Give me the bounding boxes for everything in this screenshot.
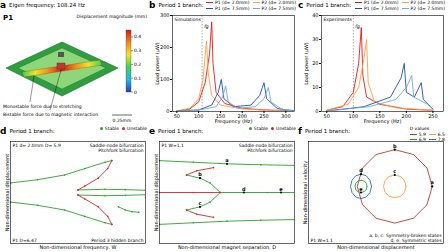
svg-text:Pitchfork bifurcation: Pitchfork bifurcation xyxy=(247,148,292,153)
svg-text:300: 300 xyxy=(160,12,170,18)
svg-text:250: 250 xyxy=(259,113,269,119)
svg-text:50: 50 xyxy=(324,113,330,119)
svg-text:Frequency (Hz): Frequency (Hz) xyxy=(364,118,402,125)
svg-text:150: 150 xyxy=(375,113,385,120)
svg-text:Non-dimensional displacement: Non-dimensional displacement xyxy=(337,244,414,251)
svg-text:Displacement magnitude (mm): Displacement magnitude (mm) xyxy=(77,14,148,19)
html-text:Unstable: Unstable xyxy=(127,126,147,131)
svg-text:250: 250 xyxy=(428,113,438,119)
html-text:f Period 1 branch:: f Period 1 branch: xyxy=(298,126,350,136)
svg-text:100: 100 xyxy=(349,113,359,119)
svg-text:Non-dimensional frequency, W: Non-dimensional frequency, W xyxy=(40,244,117,251)
svg-text:Saddle-node bifurcation: Saddle-node bifurcation xyxy=(238,142,293,148)
html-text:Stable: Stable xyxy=(104,126,120,131)
svg-text:P1: P1 xyxy=(3,14,13,22)
svg-text:300: 300 xyxy=(281,113,291,119)
html-text:5.9: 5.9 xyxy=(418,131,426,137)
html-text:Stable: Stable xyxy=(253,126,269,131)
svg-text:Saddle-node bifurcation: Saddle-node bifurcation xyxy=(89,142,144,148)
svg-text:0: 0 xyxy=(134,90,137,95)
svg-text:200: 200 xyxy=(402,113,412,119)
svg-text:P1 D=6.47: P1 D=6.47 xyxy=(13,238,37,243)
html-text:P2 (d= 2.0mm): P2 (d= 2.0mm) xyxy=(410,0,445,5)
svg-text:Load power (μW): Load power (μW) xyxy=(303,42,310,85)
svg-text:30: 30 xyxy=(312,36,318,42)
svg-text:d: d xyxy=(242,186,246,192)
svg-text:50: 50 xyxy=(174,113,180,119)
html-text:P1 (d= 7.5mm): P1 (d= 7.5mm) xyxy=(215,5,250,11)
svg-text:b: b xyxy=(393,143,397,149)
svg-text:d: d xyxy=(359,167,363,173)
html-text:P1 (d= 2.0mm): P1 (d= 2.0mm) xyxy=(215,0,250,5)
svg-text:Non-dimensional displacement: Non-dimensional displacement xyxy=(4,154,11,231)
svg-text:e: e xyxy=(359,186,363,192)
html-text:Unstable: Unstable xyxy=(276,126,296,131)
svg-text:150: 150 xyxy=(215,113,226,120)
svg-text:0.2: 0.2 xyxy=(134,62,141,67)
svg-text:0: 0 xyxy=(166,108,169,114)
svg-text:Non-dimensional displacement: Non-dimensional displacement xyxy=(153,154,160,231)
html-text:P2 (d= 7.5mm): P2 (d= 7.5mm) xyxy=(410,5,445,11)
svg-text:a: a xyxy=(225,157,228,163)
svg-text:c: c xyxy=(199,200,202,206)
html-text:D values:: D values: xyxy=(409,126,431,131)
html-text:P1 (d= 2.0mm): P1 (d= 2.0mm) xyxy=(364,0,399,5)
svg-text:40: 40 xyxy=(312,12,318,18)
svg-text:Bistable force due to magnetic: Bistable force due to magnetic interacti… xyxy=(3,112,98,117)
svg-text:20: 20 xyxy=(312,60,318,66)
svg-text:fg: fg xyxy=(355,24,360,29)
svg-text:Monostable force due to stretc: Monostable force due to stretching xyxy=(3,104,82,109)
svg-text:Simulations: Simulations xyxy=(175,17,202,22)
svg-text:0.25mm: 0.25mm xyxy=(113,118,132,123)
svg-text:0: 0 xyxy=(315,108,318,114)
html-text:b Period 1 branch:: b Period 1 branch: xyxy=(149,0,204,10)
html-text:d Period 1 branch:: d Period 1 branch: xyxy=(0,126,55,136)
html-text:P2 (d= 7.5mm): P2 (d= 7.5mm) xyxy=(261,5,296,11)
svg-text:P1 W=1.1: P1 W=1.1 xyxy=(162,143,185,148)
svg-text:100: 100 xyxy=(194,113,204,119)
svg-text:a: a xyxy=(431,179,434,185)
svg-text:c: c xyxy=(393,168,396,174)
svg-text:10: 10 xyxy=(312,84,318,90)
svg-text:0.4: 0.4 xyxy=(134,34,141,39)
svg-text:Experiments: Experiments xyxy=(324,17,353,22)
svg-text:200: 200 xyxy=(237,113,247,120)
html-text:a Eigen frequency: 108.24 Hz: a Eigen frequency: 108.24 Hz xyxy=(0,0,85,10)
html-text:e Period 1 branch:: e Period 1 branch: xyxy=(149,126,204,136)
svg-text:P1 W=1.1: P1 W=1.1 xyxy=(311,238,334,243)
svg-text:Pitchfork bifurcation: Pitchfork bifurcation xyxy=(98,148,143,153)
svg-text:e: e xyxy=(279,186,283,192)
svg-text:fg: fg xyxy=(204,24,209,29)
svg-text:100: 100 xyxy=(160,76,170,82)
svg-text:b: b xyxy=(198,171,202,177)
svg-text:200: 200 xyxy=(160,44,170,50)
svg-text:Non-dimensional magnet separat: Non-dimensional magnet separation, D xyxy=(178,244,276,251)
svg-text:Period 3 hidden branch: Period 3 hidden branch xyxy=(91,238,143,243)
svg-text:Frequency (Hz): Frequency (Hz) xyxy=(215,118,253,125)
svg-text:P1 d= 2.0mm D= 5.9: P1 d= 2.0mm D= 5.9 xyxy=(13,143,61,148)
svg-text:0.1: 0.1 xyxy=(134,76,141,81)
html-text:6.9: 6.9 xyxy=(418,137,426,142)
svg-text:d, e: Symmetric states: d, e: Symmetric states xyxy=(390,238,442,243)
html-text:6.5: 6.5 xyxy=(437,131,445,137)
svg-text:Non-dimensional velocity: Non-dimensional velocity xyxy=(302,161,309,224)
html-text:7.8: 7.8 xyxy=(437,137,445,142)
svg-text:0.3: 0.3 xyxy=(134,48,141,53)
html-text:c Period 1 branch:: c Period 1 branch: xyxy=(298,0,352,10)
html-text:P1 (d= 7.5mm): P1 (d= 7.5mm) xyxy=(364,5,399,11)
html-text:P2 (d= 2.0mm): P2 (d= 2.0mm) xyxy=(261,0,296,5)
svg-text:a, b, c: Symmetry-broken state: a, b, c: Symmetry-broken states xyxy=(369,232,442,238)
svg-text:Load power (μW): Load power (μW) xyxy=(154,42,161,85)
